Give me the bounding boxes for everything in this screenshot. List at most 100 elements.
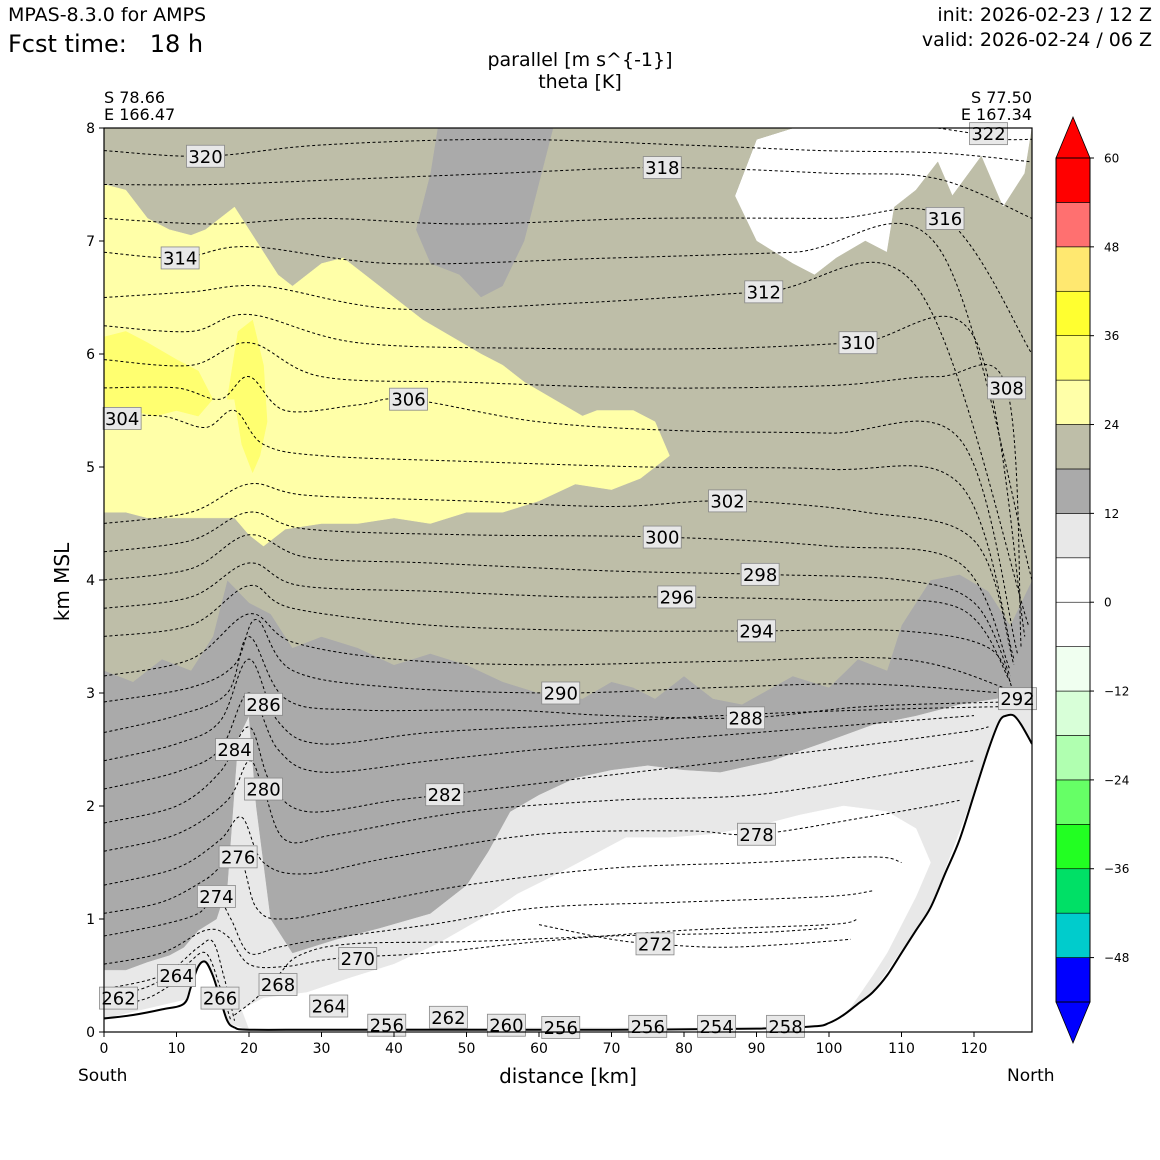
theta-contour — [104, 890, 873, 955]
theta-label-box — [196, 885, 236, 908]
theta-label-text: 270 — [341, 949, 375, 970]
theta-label-text: 256 — [370, 1016, 404, 1037]
colorbar-tick-label: −36 — [1104, 862, 1129, 876]
theta-contour-label: 288 — [726, 706, 766, 729]
colorbar-tick-label: 24 — [1104, 418, 1119, 432]
y-tick-label: 1 — [86, 912, 95, 928]
theta-label-box — [737, 619, 776, 643]
colorbar-tick-label: 36 — [1104, 329, 1119, 343]
x-tick-label: 90 — [748, 1041, 766, 1057]
colorbar-tick-label: −24 — [1104, 773, 1129, 787]
theta-label-text: 290 — [544, 684, 578, 705]
theta-label-text: 260 — [489, 1016, 523, 1037]
theta-label-box — [309, 994, 349, 1018]
theta-label-text: 264 — [159, 966, 193, 987]
y-tick-label: 6 — [86, 347, 95, 363]
theta-label-box — [367, 1013, 407, 1037]
theta-contour — [104, 584, 1015, 694]
theta-contour-label: 264 — [309, 994, 349, 1018]
theta-label-box — [338, 947, 378, 970]
colorbar-segment — [1055, 779, 1091, 825]
theta-label-box — [186, 144, 225, 168]
chart-title: parallel [m s^{-1}] — [487, 49, 673, 71]
theta-label-text: 292 — [1000, 689, 1034, 710]
x-axis-label: distance [km] — [499, 1064, 637, 1088]
theta-contour-label: 284 — [215, 738, 254, 761]
theta-contour-label: 320 — [186, 144, 225, 168]
theta-label-text: 272 — [638, 934, 672, 955]
colorbar-segment — [1055, 601, 1091, 647]
theta-label-text: 298 — [743, 565, 777, 586]
theta-label-box — [925, 206, 965, 230]
theta-contour-label: 306 — [389, 387, 428, 411]
colorbar-segment — [1055, 202, 1091, 248]
theta-contour-label: 280 — [244, 777, 283, 801]
theta-label-text: 296 — [660, 587, 694, 608]
theta-label-box — [218, 845, 258, 869]
theta-contour — [104, 376, 1018, 654]
theta-contour-label: 264 — [157, 964, 196, 987]
colorbar-segment — [1055, 912, 1091, 958]
theta-contour-label: 256 — [367, 1013, 407, 1037]
y-tick-label: 0 — [86, 1025, 95, 1041]
colorbar-extend-max — [1055, 115, 1091, 159]
valid-time: valid: 2026-02-24 / 06 Z — [921, 29, 1152, 51]
right-longitude: E 167.34 — [960, 105, 1032, 124]
theta-contour — [104, 692, 975, 790]
theta-label-box — [744, 280, 784, 304]
x-tick-label: 60 — [530, 1041, 548, 1057]
left-longitude: E 166.47 — [104, 105, 176, 124]
theta-label-text: 310 — [841, 333, 875, 354]
colorbar-segment — [1055, 868, 1091, 914]
theta-label-text: 316 — [928, 209, 962, 230]
theta-contour-label: 294 — [737, 619, 776, 643]
theta-contour-label: 292 — [998, 687, 1037, 710]
colorbar-segment — [1055, 157, 1091, 203]
theta-contour-label: 296 — [657, 585, 697, 608]
theta-contour-label: 322 — [969, 122, 1008, 145]
colorbar-tick-label: −48 — [1104, 951, 1129, 965]
colorbar-segment — [1055, 424, 1091, 470]
x-tick-label: 100 — [816, 1041, 843, 1057]
theta-contour-label: 282 — [425, 783, 465, 806]
theta-label-box — [740, 562, 780, 586]
theta-contour-label: 304 — [102, 407, 142, 430]
theta-contour — [104, 409, 1015, 660]
colorbar-segment — [1055, 335, 1091, 381]
theta-label-box — [541, 681, 581, 705]
theta-contour-label: 254 — [697, 1014, 737, 1038]
colorbar-segment — [1055, 513, 1091, 559]
theta-label-box — [200, 986, 240, 1010]
theta-label-text: 278 — [739, 825, 773, 846]
theta-label-box — [389, 387, 428, 411]
theta-label-text: 288 — [728, 708, 762, 729]
colorbar-tick-label: 48 — [1104, 240, 1119, 254]
theta-contour-label: 300 — [642, 525, 682, 549]
theta-label-box — [258, 973, 298, 996]
theta-label-box — [838, 331, 878, 355]
theta-contour-label: 308 — [987, 376, 1027, 400]
theta-contour-layer — [104, 128, 1032, 1021]
theta-contour — [104, 138, 1032, 163]
theta-label-text: 318 — [645, 158, 679, 179]
theta-label-box — [244, 692, 283, 716]
theta-label-layer: 262 264 266 268 270 272 274 276 278 280 282 284 286 2… — [99, 122, 1037, 1039]
theta-label-box — [987, 376, 1027, 400]
terrain-fill — [104, 715, 1032, 1032]
x-tick-label: 110 — [888, 1041, 915, 1057]
theta-contour — [104, 207, 1032, 355]
theta-contour-label: 262 — [99, 986, 138, 1010]
theta-label-text: 286 — [246, 695, 280, 716]
theta-label-box — [737, 822, 776, 846]
theta-label-text: 262 — [101, 989, 135, 1010]
y-tick-label: 3 — [86, 686, 95, 702]
theta-contour-label: 276 — [218, 845, 258, 869]
wind-fill-region — [227, 319, 268, 474]
colorbar-tick-label: 60 — [1104, 152, 1119, 166]
axes: 0 10 20 30 40 50 60 70 80 90 100 110 120 0 1 2 3 4 5 6 7 8 — [86, 121, 1033, 1057]
y-tick-label: 8 — [86, 121, 95, 137]
theta-contour-label: 310 — [838, 331, 878, 355]
theta-contour — [104, 222, 1032, 581]
theta-contour-label: 278 — [737, 822, 776, 846]
left-latitude: S 78.66 — [104, 88, 166, 107]
